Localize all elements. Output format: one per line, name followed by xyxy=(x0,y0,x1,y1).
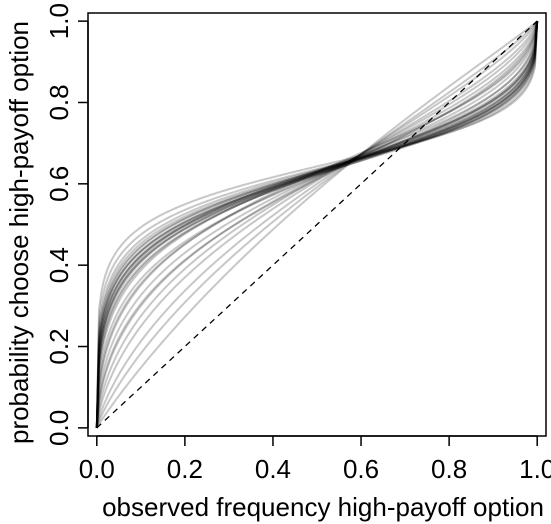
y-tick-label: 0.6 xyxy=(44,166,74,202)
curves-group xyxy=(95,20,539,429)
series-curve-23 xyxy=(95,20,539,429)
x-tick-label: 0.0 xyxy=(79,454,115,484)
series-curve-3 xyxy=(95,21,539,428)
series-curve-5 xyxy=(95,21,539,428)
series-curve-18 xyxy=(95,20,539,428)
x-axis: 0.0 0.2 0.4 0.6 0.8 1.0 xyxy=(79,435,551,484)
series-curve-13 xyxy=(95,21,539,428)
series-curve-1 xyxy=(95,21,539,428)
x-tick-label: 0.6 xyxy=(343,454,379,484)
series-curve-28 xyxy=(95,21,539,428)
y-axis: 0.0 0.2 0.4 0.6 0.8 1.0 xyxy=(44,3,89,446)
x-tick-label: 1.0 xyxy=(519,454,551,484)
y-tick-label: 0.4 xyxy=(44,247,74,283)
x-tick-label: 0.2 xyxy=(167,454,203,484)
y-tick-label: 0.0 xyxy=(44,410,74,446)
series-curve-27 xyxy=(95,21,539,428)
series-curve-25 xyxy=(95,20,538,429)
series-curve-24 xyxy=(95,20,539,429)
series-curve-7 xyxy=(95,21,539,428)
series-curve-12 xyxy=(95,21,539,428)
series-curve-16 xyxy=(95,21,539,428)
y-tick-label: 1.0 xyxy=(44,3,74,39)
series-curve-11 xyxy=(95,21,539,428)
series-curve-17 xyxy=(95,21,539,428)
series-curve-6 xyxy=(95,21,539,428)
x-axis-title: observed frequency high-payoff option xyxy=(102,492,544,522)
series-curve-4 xyxy=(95,21,539,428)
x-tick-label: 0.4 xyxy=(255,454,291,484)
x-tick-label: 0.8 xyxy=(431,454,467,484)
y-tick-label: 0.2 xyxy=(44,328,74,364)
series-curve-29 xyxy=(95,20,539,428)
series-curve-30 xyxy=(95,20,539,428)
series-curve-19 xyxy=(95,20,539,428)
series-curve-26 xyxy=(95,21,539,428)
series-curve-15 xyxy=(95,21,539,428)
series-curve-20 xyxy=(95,20,539,428)
series-curve-10 xyxy=(95,21,539,428)
y-axis-title: probability choose high-payoff option xyxy=(4,21,34,444)
series-curve-21 xyxy=(95,20,539,428)
reference-diagonal-line xyxy=(96,20,538,429)
series-curve-14 xyxy=(95,21,539,428)
y-tick-label: 0.8 xyxy=(44,84,74,120)
series-curve-9 xyxy=(95,21,539,428)
reference-line-group xyxy=(96,20,538,429)
series-curve-22 xyxy=(95,20,539,429)
series-curve-2 xyxy=(95,21,539,428)
series-curve-8 xyxy=(95,21,539,428)
